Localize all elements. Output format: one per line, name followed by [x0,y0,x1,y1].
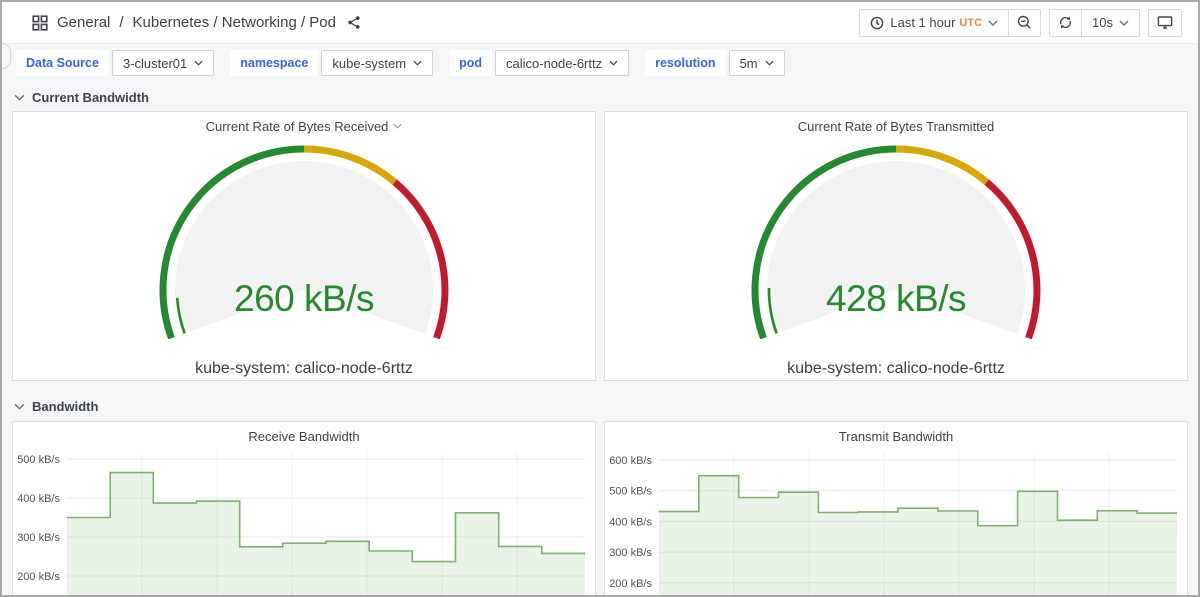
bandwidth-panels-row: Receive Bandwidth 500 kB/s 400 kB/s 300 kB… [2,421,1198,597]
section-header-current-bandwidth[interactable]: Current Bandwidth [2,82,1198,109]
variable-label: Data Source [16,50,109,76]
dashboard-grid-icon[interactable] [32,15,48,31]
time-picker-button[interactable]: Last 1 hour UTC [859,9,1009,37]
zoom-out-time-button[interactable] [1008,9,1041,37]
chevron-down-icon [194,60,203,66]
chevron-down-icon [609,60,618,66]
gauge-series-label: kube-system: calico-node-6rttz [13,360,595,378]
timezone-label: UTC [959,17,982,29]
chevron-down-icon [1119,20,1129,26]
grafana-dashboard: General / Kubernetes / Networking / Pod [0,0,1200,597]
time-range-label: Last 1 hour [890,15,955,30]
gauge-value: 428 kB/s [605,278,1187,320]
chevron-down-icon [988,20,998,26]
gauge-panels-row: Current Rate of Bytes Received 260 kB/s … [2,111,1198,381]
panel-current-rate-received: Current Rate of Bytes Received 260 kB/s … [12,111,596,381]
refresh-icon [1058,15,1073,30]
breadcrumb-separator: / [119,14,123,31]
variable-resolution: resolution 5m [645,50,784,76]
svg-text:200 kB/s: 200 kB/s [17,571,60,583]
breadcrumb-section[interactable]: General [57,14,110,31]
variable-value-dropdown[interactable]: kube-system [321,50,433,76]
section-collapse-icon [14,94,25,101]
share-icon[interactable] [347,15,362,30]
svg-text:600 kB/s: 600 kB/s [609,455,652,467]
variable-namespace: namespace kube-system [230,50,433,76]
monitor-icon [1157,15,1173,30]
panel-transmit-bandwidth: Transmit Bandwidth 600 kB/s 500 kB/s 400 k… [604,421,1188,597]
breadcrumb: General / Kubernetes / Networking / Pod [32,14,362,31]
panel-title[interactable]: Current Rate of Bytes Received [13,112,595,140]
variable-value-dropdown[interactable]: 5m [729,50,785,76]
svg-text:400 kB/s: 400 kB/s [609,516,652,528]
gauge-series-label: kube-system: calico-node-6rttz [605,360,1187,378]
svg-text:300 kB/s: 300 kB/s [609,547,652,559]
section-collapse-icon [14,403,25,410]
svg-text:500 kB/s: 500 kB/s [17,454,60,466]
panel-title[interactable]: Transmit Bandwidth [605,422,1187,450]
transmit-bandwidth-chart[interactable]: 600 kB/s 500 kB/s 400 kB/s 300 kB/s 200 kB/s [607,450,1185,597]
svg-text:200 kB/s: 200 kB/s [609,578,652,590]
gauge-value: 260 kB/s [13,278,595,320]
svg-text:400 kB/s: 400 kB/s [17,493,60,505]
gauge: 428 kB/s [605,140,1187,354]
variable-label: pod [449,50,492,76]
refresh-button[interactable] [1049,9,1082,37]
top-nav: General / Kubernetes / Networking / Pod [2,2,1198,44]
nav-actions: Last 1 hour UTC [859,9,1182,37]
svg-text:300 kB/s: 300 kB/s [17,532,60,544]
panel-title[interactable]: Receive Bandwidth [13,422,595,450]
receive-bandwidth-chart[interactable]: 500 kB/s 400 kB/s 300 kB/s 200 kB/s [15,450,593,597]
variable-pod: pod calico-node-6rttz [449,50,629,76]
panel-title[interactable]: Current Rate of Bytes Transmitted [605,112,1187,140]
template-variables-row: Data Source 3-cluster01 namespace kube-s… [2,44,1198,82]
panel-receive-bandwidth: Receive Bandwidth 500 kB/s 400 kB/s 300 kB… [12,421,596,597]
variable-value-dropdown[interactable]: 3-cluster01 [112,50,214,76]
panel-current-rate-transmitted: Current Rate of Bytes Transmitted 428 kB… [604,111,1188,381]
panel-menu-icon [393,123,402,129]
variable-label: namespace [230,50,318,76]
chevron-down-icon [765,60,774,66]
variable-datasource: Data Source 3-cluster01 [16,50,214,76]
zoom-out-icon [1017,15,1032,30]
clock-icon [870,16,884,30]
section-header-bandwidth[interactable]: Bandwidth [2,391,1198,418]
gauge: 260 kB/s [13,140,595,354]
refresh-interval-value: 10s [1092,15,1113,30]
variable-label: resolution [645,50,725,76]
kiosk-mode-button[interactable] [1148,9,1182,37]
breadcrumb-dashboard-title[interactable]: Kubernetes / Networking / Pod [133,14,336,31]
chevron-down-icon [413,60,422,66]
svg-text:500 kB/s: 500 kB/s [609,486,652,498]
refresh-interval-dropdown[interactable]: 10s [1081,9,1140,37]
variable-value-dropdown[interactable]: calico-node-6rttz [495,50,629,76]
